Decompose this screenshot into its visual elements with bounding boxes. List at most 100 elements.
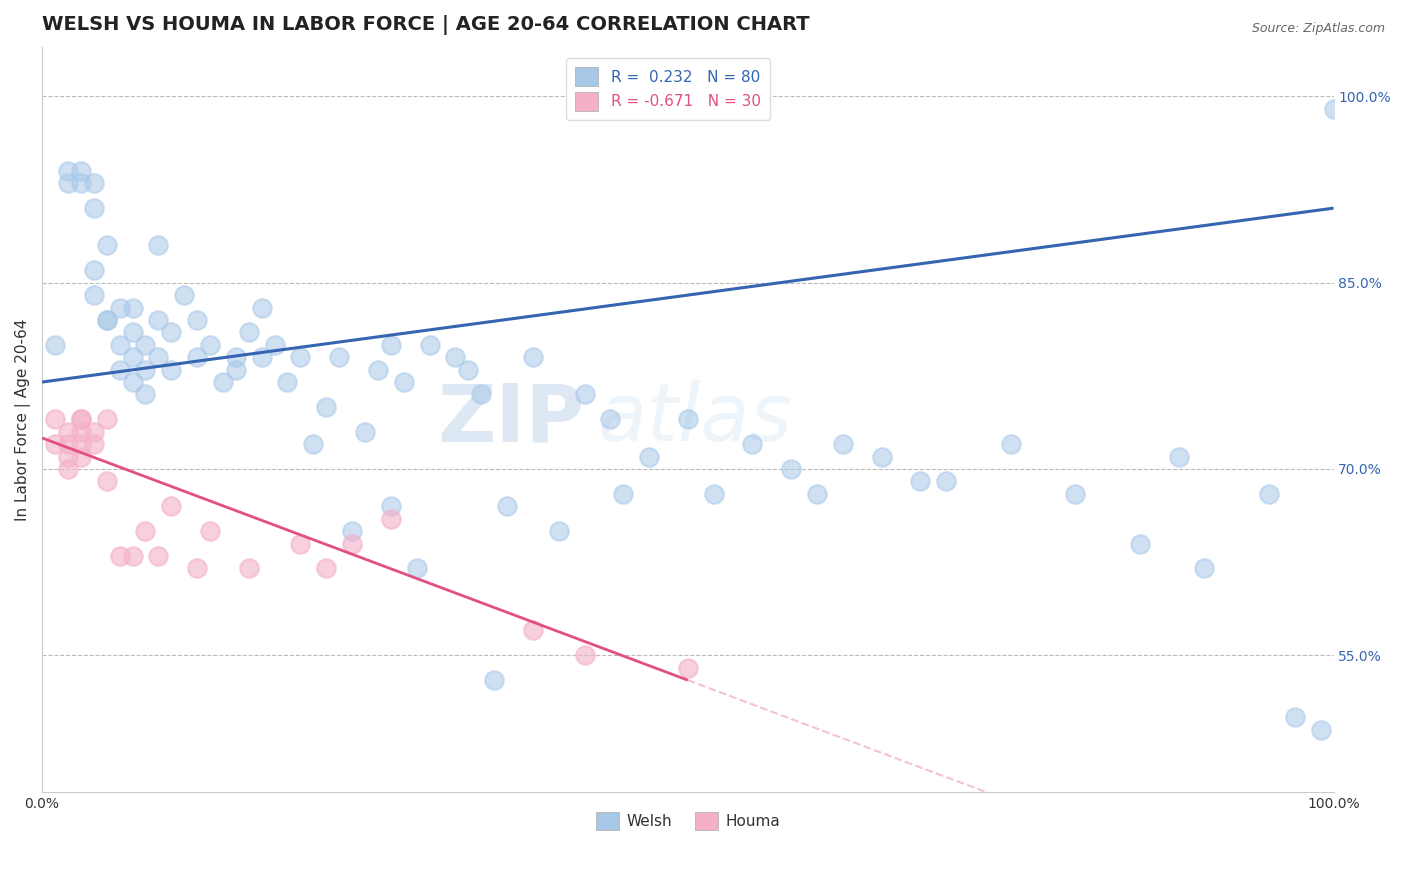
- Point: [160, 500, 183, 514]
- Point: [108, 338, 131, 352]
- Point: [108, 362, 131, 376]
- Point: [83, 437, 105, 451]
- Point: [290, 350, 312, 364]
- Point: [1309, 723, 1331, 737]
- Point: [1167, 450, 1189, 464]
- Point: [121, 350, 143, 364]
- Point: [160, 362, 183, 376]
- Point: [56, 164, 79, 178]
- Point: [70, 425, 93, 439]
- Point: [70, 176, 93, 190]
- Point: [134, 524, 156, 538]
- Point: [470, 387, 492, 401]
- Point: [198, 338, 221, 352]
- Point: [910, 475, 932, 489]
- Point: [276, 375, 298, 389]
- Point: [599, 412, 621, 426]
- Point: [212, 375, 235, 389]
- Legend: Welsh, Houma: Welsh, Houma: [589, 805, 786, 837]
- Point: [96, 313, 118, 327]
- Point: [457, 362, 479, 376]
- Point: [522, 624, 544, 638]
- Text: atlas: atlas: [598, 380, 792, 458]
- Point: [83, 263, 105, 277]
- Point: [703, 487, 725, 501]
- Point: [238, 326, 260, 340]
- Point: [238, 561, 260, 575]
- Point: [482, 673, 505, 688]
- Point: [676, 661, 699, 675]
- Point: [148, 313, 170, 327]
- Point: [56, 437, 79, 451]
- Point: [496, 500, 519, 514]
- Text: ZIP: ZIP: [437, 380, 585, 458]
- Point: [121, 326, 143, 340]
- Point: [173, 288, 195, 302]
- Point: [290, 536, 312, 550]
- Point: [1129, 536, 1152, 550]
- Point: [676, 412, 699, 426]
- Point: [108, 549, 131, 563]
- Point: [1194, 561, 1216, 575]
- Point: [225, 362, 247, 376]
- Point: [44, 437, 66, 451]
- Point: [44, 338, 66, 352]
- Point: [56, 176, 79, 190]
- Text: Source: ZipAtlas.com: Source: ZipAtlas.com: [1251, 22, 1385, 36]
- Point: [160, 326, 183, 340]
- Point: [70, 412, 93, 426]
- Point: [108, 301, 131, 315]
- Point: [328, 350, 350, 364]
- Point: [83, 288, 105, 302]
- Point: [831, 437, 853, 451]
- Point: [70, 450, 93, 464]
- Point: [1258, 487, 1281, 501]
- Point: [354, 425, 377, 439]
- Point: [263, 338, 285, 352]
- Point: [250, 350, 273, 364]
- Point: [96, 313, 118, 327]
- Point: [186, 561, 208, 575]
- Point: [380, 511, 402, 525]
- Point: [806, 487, 828, 501]
- Point: [83, 425, 105, 439]
- Point: [741, 437, 763, 451]
- Point: [83, 176, 105, 190]
- Point: [134, 387, 156, 401]
- Point: [121, 549, 143, 563]
- Point: [380, 338, 402, 352]
- Point: [315, 400, 337, 414]
- Point: [340, 524, 363, 538]
- Point: [315, 561, 337, 575]
- Point: [44, 412, 66, 426]
- Point: [522, 350, 544, 364]
- Point: [83, 201, 105, 215]
- Point: [70, 437, 93, 451]
- Point: [405, 561, 427, 575]
- Point: [547, 524, 569, 538]
- Point: [340, 536, 363, 550]
- Y-axis label: In Labor Force | Age 20-64: In Labor Force | Age 20-64: [15, 318, 31, 521]
- Point: [367, 362, 389, 376]
- Point: [250, 301, 273, 315]
- Point: [121, 301, 143, 315]
- Point: [1064, 487, 1087, 501]
- Point: [1284, 710, 1306, 724]
- Point: [186, 313, 208, 327]
- Point: [574, 387, 596, 401]
- Point: [148, 238, 170, 252]
- Point: [134, 338, 156, 352]
- Point: [198, 524, 221, 538]
- Point: [380, 500, 402, 514]
- Point: [96, 475, 118, 489]
- Point: [56, 450, 79, 464]
- Text: WELSH VS HOUMA IN LABOR FORCE | AGE 20-64 CORRELATION CHART: WELSH VS HOUMA IN LABOR FORCE | AGE 20-6…: [42, 15, 810, 35]
- Point: [148, 549, 170, 563]
- Point: [70, 164, 93, 178]
- Point: [935, 475, 957, 489]
- Point: [392, 375, 415, 389]
- Point: [302, 437, 325, 451]
- Point: [134, 362, 156, 376]
- Point: [121, 375, 143, 389]
- Point: [870, 450, 893, 464]
